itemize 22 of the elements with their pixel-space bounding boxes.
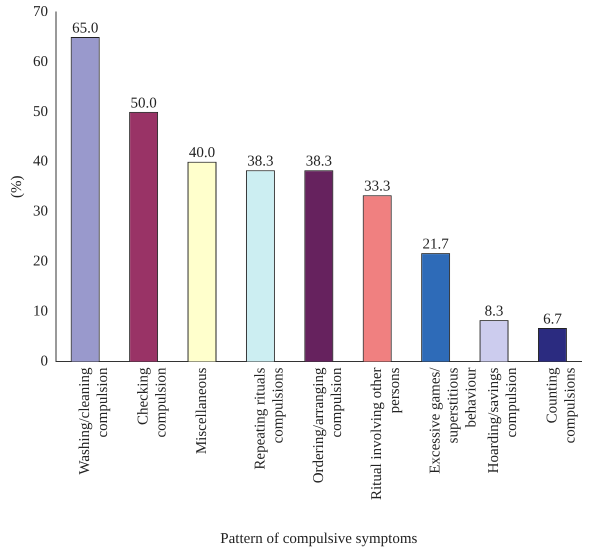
x-axis-title: Pattern of compulsive symptoms xyxy=(220,530,418,547)
data-label: 40.0 xyxy=(188,145,216,162)
y-tick-label: 0 xyxy=(40,353,48,370)
data-label: 65.0 xyxy=(72,20,98,36)
data-label: 21.7 xyxy=(422,236,450,253)
y-axis-title: (%) xyxy=(8,176,25,198)
data-label: 6.7 xyxy=(543,311,562,328)
y-tick-label: 30 xyxy=(33,204,48,220)
y-tick-label: 40 xyxy=(33,154,48,170)
y-tick-label: 20 xyxy=(33,254,48,270)
data-label: 33.3 xyxy=(364,178,390,195)
y-tick-label: 50 xyxy=(33,104,48,120)
x-tick-label: Miscellaneous xyxy=(194,367,210,454)
y-tick-label: 60 xyxy=(33,54,48,70)
x-tick-label: Repeating rituals compulsions xyxy=(252,367,286,470)
x-tick-label: Washing/cleaning compulsion xyxy=(77,367,112,475)
y-tick-label: 70 xyxy=(33,4,48,20)
data-label: 50.0 xyxy=(130,95,157,112)
data-label: 8.3 xyxy=(484,304,504,320)
data-label: 38.3 xyxy=(247,154,274,170)
y-tick-label: 10 xyxy=(33,304,48,320)
data-label: 38.3 xyxy=(306,154,332,170)
